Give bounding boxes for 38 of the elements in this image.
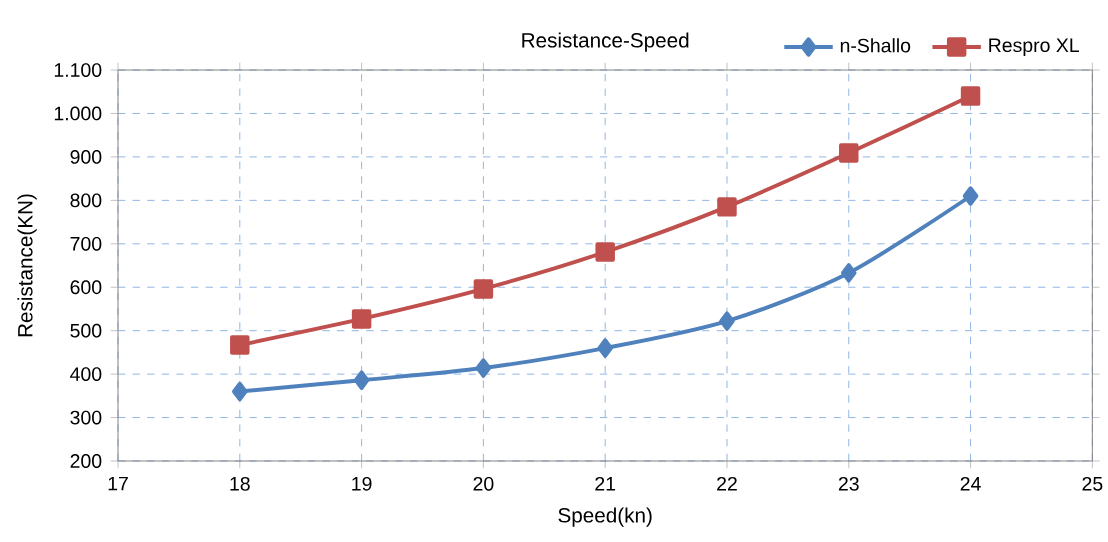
- x-tick-label: 19: [352, 476, 372, 491]
- legend-label: Respro XL: [989, 38, 1080, 56]
- y-tick-label: 800: [70, 193, 102, 208]
- chart-title: Resistance-Speed: [522, 32, 689, 52]
- point: [839, 143, 859, 163]
- x-tick-label: 18: [230, 476, 250, 491]
- y-tick-label: 500: [70, 323, 102, 338]
- point: [351, 309, 372, 329]
- x-tick-label: 23: [838, 476, 859, 491]
- y-tick-label: 700: [70, 236, 102, 251]
- point: [597, 338, 613, 358]
- x-tick-label: 21: [595, 476, 616, 491]
- point: [473, 279, 494, 299]
- point: [230, 335, 250, 355]
- point: [719, 311, 735, 331]
- y-tick-label: 1.000: [54, 106, 102, 121]
- x-tick-label: 25: [1082, 476, 1103, 491]
- x-tick-label: 22: [717, 476, 737, 491]
- y-tick-label: 600: [70, 280, 102, 295]
- point: [353, 370, 370, 390]
- y-tick-label: 300: [70, 410, 102, 425]
- point: [595, 242, 615, 262]
- y-tick-label: 400: [70, 367, 102, 382]
- point: [232, 381, 248, 402]
- legend-label: n-Shallo: [840, 38, 911, 53]
- point: [960, 86, 981, 106]
- y-tick-label: 1.100: [54, 63, 102, 77]
- x-tick-label: 17: [108, 476, 128, 491]
- y-tick-label: 900: [70, 150, 102, 164]
- point: [840, 263, 857, 283]
- point: [962, 186, 979, 206]
- point: [475, 358, 492, 378]
- point: [717, 197, 737, 217]
- x-axis-title: Speed(kn): [558, 507, 652, 527]
- y-tick-label: 200: [70, 454, 102, 468]
- x-tick-label: 24: [960, 476, 981, 491]
- x-tick-label: 20: [473, 476, 494, 491]
- y-axis-title: Resistance(KN): [17, 194, 37, 337]
